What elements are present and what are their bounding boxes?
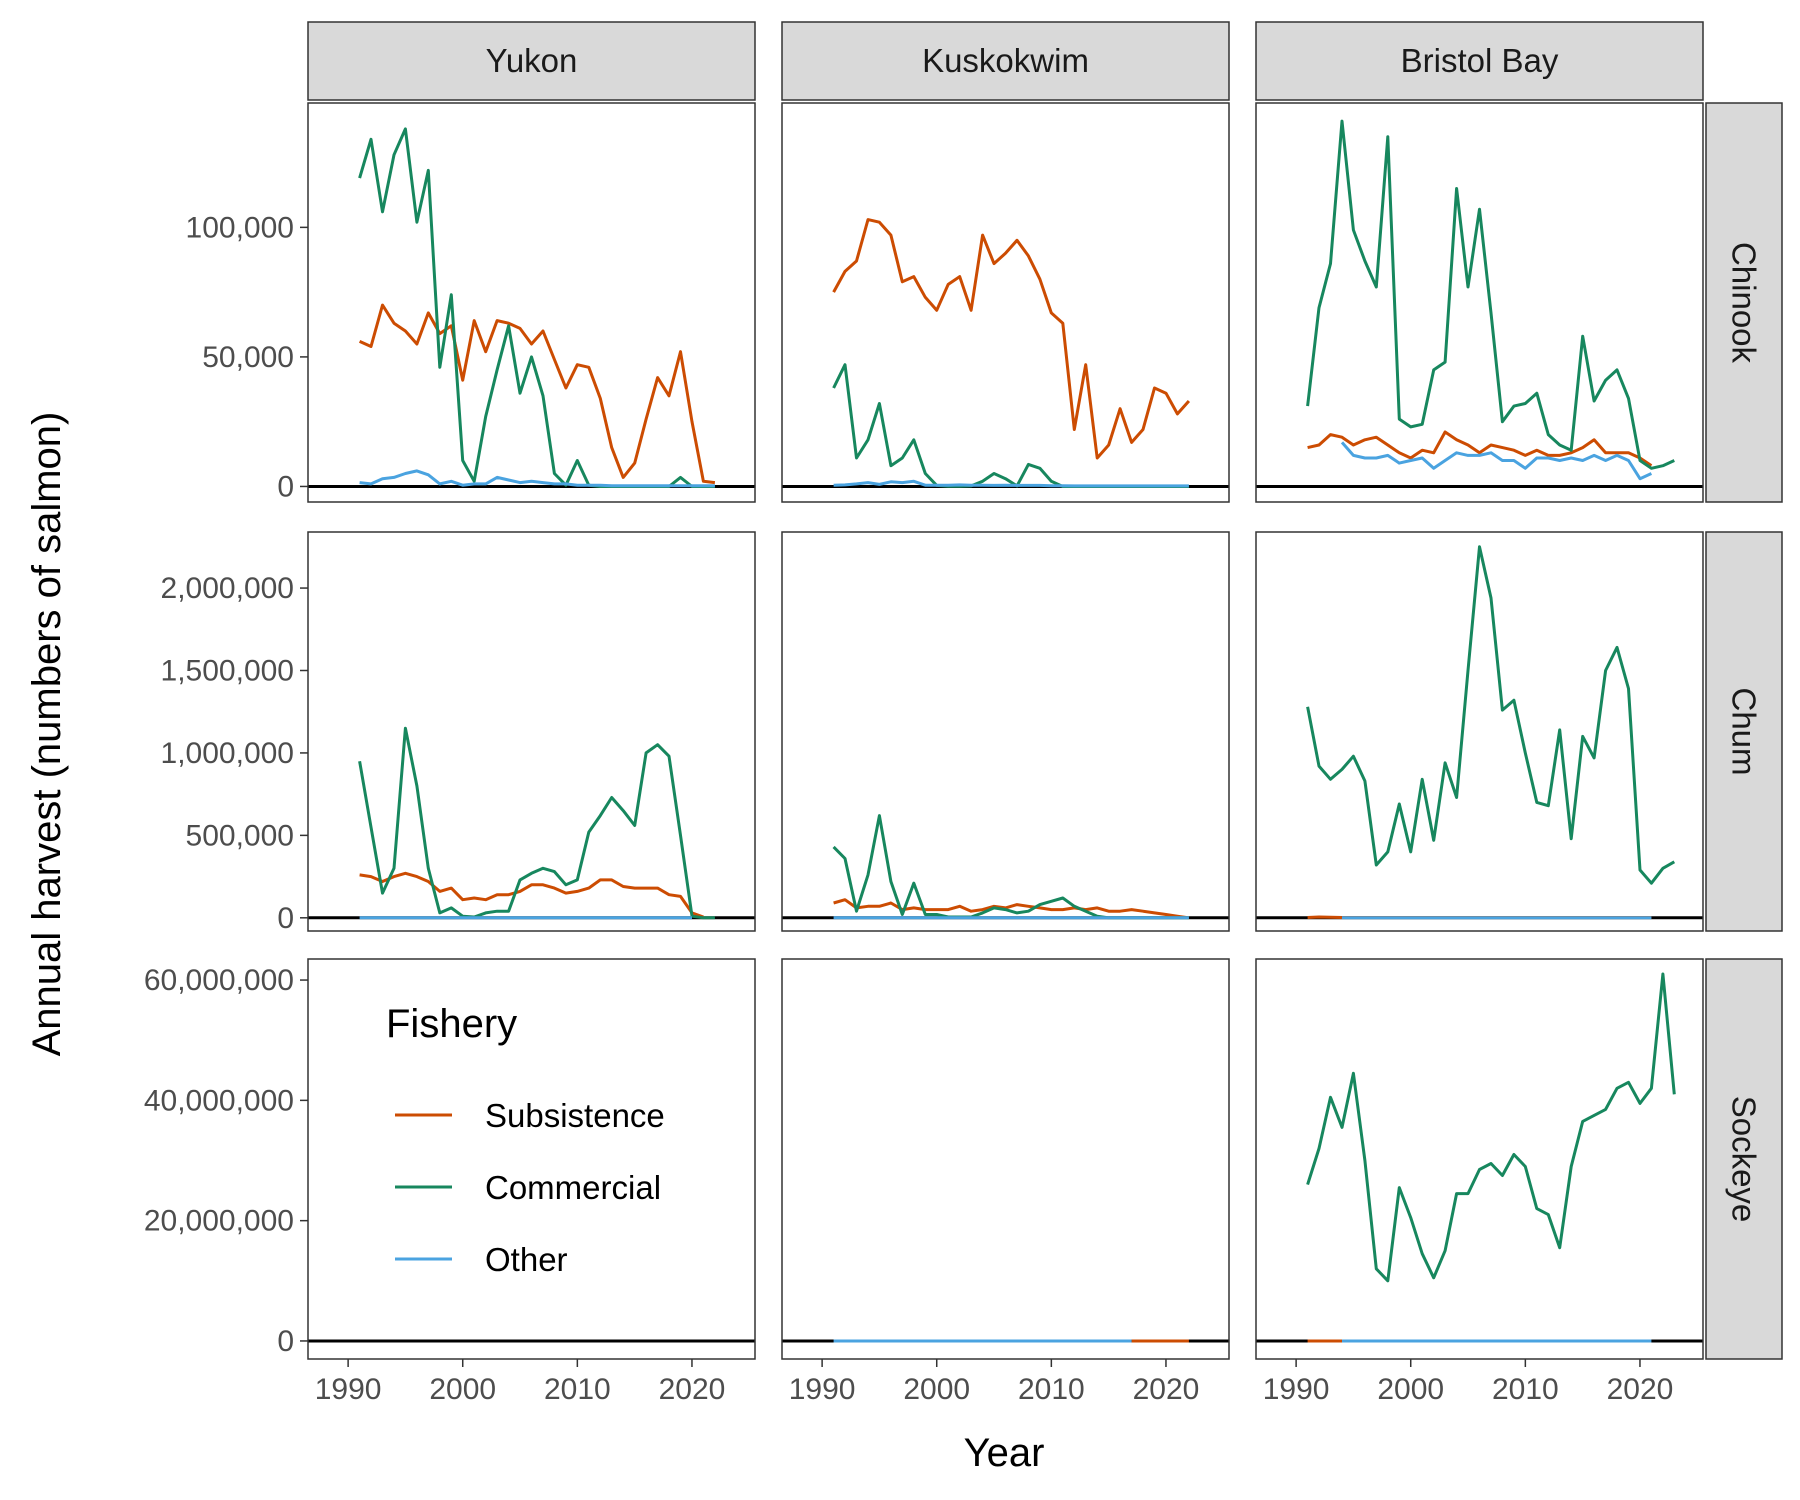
panel-bristol-bay-chum-background <box>1256 532 1703 931</box>
panel-kuskokwim-sockeye-border <box>781 958 1230 1360</box>
strip-sockeye-bg <box>1705 958 1783 1360</box>
strip-yukon-label: Yukon <box>486 42 578 79</box>
panel-kuskokwim-sockeye <box>781 958 1230 1360</box>
x-tick-label-yukon: 2020 <box>659 1373 726 1406</box>
panel-kuskokwim-chinook-background <box>782 103 1229 502</box>
panel-kuskokwim-chum-border <box>781 531 1230 932</box>
series-line-subsistence-yukon-chinook <box>358 303 716 485</box>
panel-bristol-bay-chinook-border <box>1255 102 1704 503</box>
series-line-other-bristol-bay-chinook <box>1340 441 1653 481</box>
legend-label-other: Other <box>485 1241 568 1278</box>
legend-label-subsistence: Subsistence <box>485 1097 665 1134</box>
panel-yukon-chinook-background <box>308 103 755 502</box>
panel-bristol-bay-chinook-series <box>1306 119 1675 481</box>
y-axis-title: Annual harvest (numbers of salmon) <box>25 412 69 1057</box>
panel-kuskokwim-chinook-series <box>832 218 1191 488</box>
panel-bristol-bay-sockeye <box>1255 958 1704 1360</box>
panel-kuskokwim-chum-background <box>782 532 1229 931</box>
panel-yukon-sockeye-border <box>307 958 756 1360</box>
x-tick-label-bristol-bay: 2010 <box>1492 1373 1559 1406</box>
axes-layer: 0 50,000 100,000 0 500,000 1,000,000 1,500,000… <box>144 211 1673 1406</box>
panel-yukon-sockeye <box>307 958 756 1360</box>
panel-yukon-chum <box>307 531 756 932</box>
x-tick-label-yukon: 1990 <box>315 1373 382 1406</box>
panel-bristol-bay-chum <box>1255 531 1704 932</box>
series-line-commercial-bristol-bay-sockeye <box>1306 972 1676 1283</box>
panel-bristol-bay-chum-series <box>1306 545 1676 920</box>
strip-sockeye-label: Sockeye <box>1726 1096 1763 1223</box>
series-line-commercial-bristol-bay-chum <box>1306 545 1676 885</box>
panel-kuskokwim-sockeye-background <box>782 959 1229 1359</box>
series-line-commercial-bristol-bay-chinook <box>1306 119 1675 470</box>
strip-bristol-bay-bg <box>1255 21 1704 101</box>
y-tick-label-sockeye: 60,000,000 <box>144 964 294 997</box>
panels-layer <box>307 102 1704 1360</box>
panel-bristol-bay-chum-border <box>1255 531 1704 932</box>
y-tick-label-chum: 1,500,000 <box>161 654 294 687</box>
series-line-other-yukon-chinook <box>359 469 715 488</box>
panel-yukon-chinook-border <box>307 102 756 503</box>
series-line-subsistence-kuskokwim-chinook <box>832 218 1191 460</box>
strip-kuskokwim-bg <box>781 21 1230 101</box>
x-tick-label-bristol-bay: 1990 <box>1263 1373 1330 1406</box>
x-tick-label-kuskokwim: 2020 <box>1133 1373 1200 1406</box>
panel-bristol-bay-chinook <box>1255 102 1704 503</box>
x-axis-title: Year <box>964 1431 1045 1475</box>
panel-yukon-chinook <box>307 102 756 503</box>
y-tick-label-chum: 2,000,000 <box>161 572 294 605</box>
strips-layer: Yukon Kuskokwim Bristol Bay Chinook Chum Sock… <box>307 21 1783 1360</box>
y-tick-label-chinook: 50,000 <box>202 341 294 374</box>
panel-kuskokwim-chum-series <box>832 814 1190 920</box>
panel-kuskokwim-chinook-border <box>781 102 1230 503</box>
x-tick-label-yukon: 2000 <box>429 1373 496 1406</box>
panel-yukon-chum-border <box>307 531 756 932</box>
y-tick-label-chinook: 100,000 <box>186 211 294 244</box>
x-tick-label-yukon: 2010 <box>544 1373 611 1406</box>
strip-chum-label: Chum <box>1726 687 1763 775</box>
panel-bristol-bay-sockeye-series <box>1306 972 1676 1343</box>
legend-title: Fishery <box>386 1002 517 1046</box>
panel-kuskokwim-chinook <box>781 102 1230 503</box>
panel-yukon-chinook-series <box>358 127 716 488</box>
x-tick-label-kuskokwim: 2000 <box>903 1373 970 1406</box>
series-line-other-kuskokwim-chinook <box>833 479 1189 488</box>
strip-chum-bg <box>1705 531 1783 932</box>
legend: Fishery Subsistence Commercial Other <box>386 1002 665 1278</box>
y-tick-label-chum: 500,000 <box>186 819 294 852</box>
panel-bristol-bay-sockeye-background <box>1256 959 1703 1359</box>
strip-chinook-label: Chinook <box>1726 242 1763 364</box>
y-tick-label-chum: 1,000,000 <box>161 737 294 770</box>
series-line-subsistence-yukon-chum <box>359 871 704 919</box>
x-tick-label-bristol-bay: 2000 <box>1377 1373 1444 1406</box>
series-line-commercial-yukon-chum <box>358 726 715 920</box>
y-tick-label-chum: 0 <box>277 902 294 935</box>
strip-bristol-bay-label: Bristol Bay <box>1401 42 1559 79</box>
x-tick-label-kuskokwim: 1990 <box>789 1373 856 1406</box>
x-tick-label-kuskokwim: 2010 <box>1018 1373 1085 1406</box>
series-line-subsistence-kuskokwim-chum <box>833 898 1190 920</box>
panel-bristol-bay-sockeye-border <box>1255 958 1704 1360</box>
y-tick-label-chinook: 0 <box>277 470 294 503</box>
panel-yukon-chum-series <box>358 726 715 920</box>
legend-label-commercial: Commercial <box>485 1169 661 1206</box>
strip-yukon-bg <box>307 21 756 101</box>
panel-yukon-sockeye-background <box>308 959 755 1359</box>
y-tick-label-sockeye: 0 <box>277 1325 294 1358</box>
panel-kuskokwim-chum <box>781 531 1230 932</box>
x-tick-label-bristol-bay: 2020 <box>1607 1373 1674 1406</box>
strip-kuskokwim-label: Kuskokwim <box>922 42 1089 79</box>
y-tick-label-sockeye: 20,000,000 <box>144 1205 294 1238</box>
panel-yukon-chum-background <box>308 532 755 931</box>
y-tick-label-sockeye: 40,000,000 <box>144 1084 294 1117</box>
series-line-subsistence-bristol-bay-chinook <box>1307 430 1653 467</box>
strip-chinook-bg <box>1705 102 1783 503</box>
